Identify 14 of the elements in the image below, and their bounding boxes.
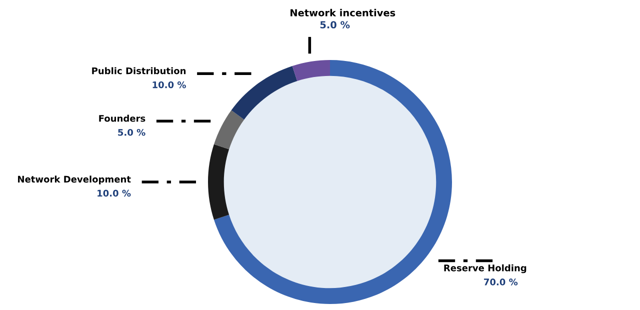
data-label: 5.0 % — [118, 128, 146, 136]
donut-slice — [214, 110, 244, 150]
data-label: 70.0 % — [484, 278, 518, 286]
data-label: 10.0 % — [98, 190, 131, 197]
slice-label: Network Development — [18, 176, 131, 184]
slice-label: Public Distribution — [92, 67, 186, 74]
donut-slice — [208, 144, 230, 220]
donut-slice — [231, 66, 298, 120]
slice-label: Network incentives — [290, 8, 396, 16]
data-label: 10.0 % — [152, 81, 186, 88]
donut-slice — [292, 60, 330, 82]
slice-label: Founders — [99, 114, 146, 122]
data-label: 5.0 % — [320, 21, 350, 28]
slice-label: Reserve Holding — [444, 264, 526, 274]
